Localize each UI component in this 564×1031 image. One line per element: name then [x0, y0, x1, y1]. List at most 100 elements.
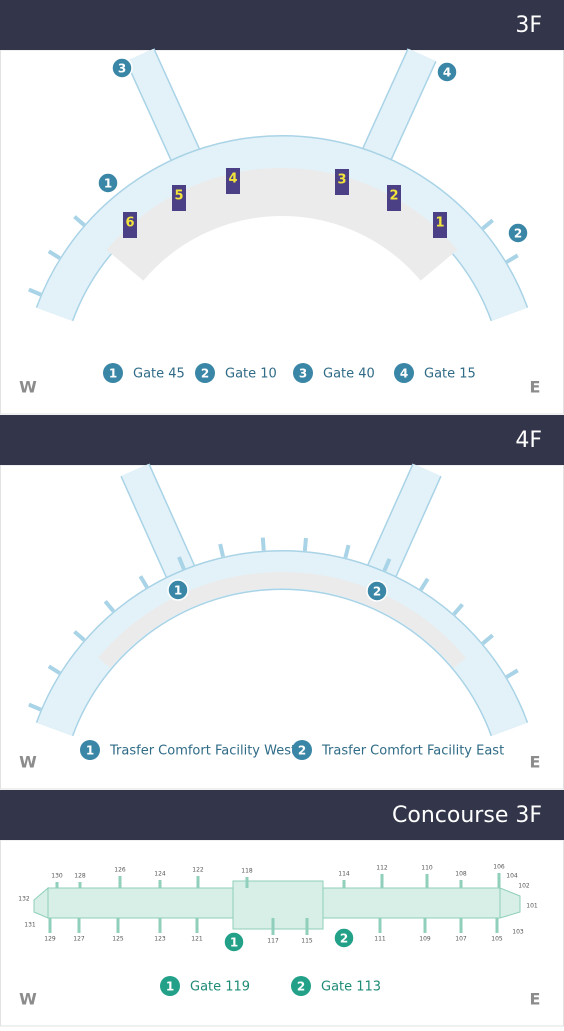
- pier: [126, 48, 204, 172]
- map-marker: [366, 580, 388, 602]
- legend-marker: [394, 363, 414, 383]
- legend-marker: [80, 740, 100, 760]
- gate-bridge: [505, 253, 519, 264]
- gate-number: 121: [191, 936, 203, 943]
- gate-sign: [433, 212, 447, 238]
- gate-number: 108: [455, 871, 467, 878]
- building-core: [98, 572, 466, 669]
- map-marker-number: 2: [340, 932, 348, 946]
- gate-number: 112: [376, 865, 388, 872]
- building-core: [232, 880, 324, 930]
- west-label: W: [19, 378, 37, 397]
- gate-bridge: [103, 600, 116, 613]
- floor-header: [0, 0, 564, 50]
- gate-number: 105: [491, 936, 503, 943]
- gate-sign: [226, 168, 240, 194]
- gate-number: 129: [44, 936, 56, 943]
- floor-title: 4F: [515, 428, 542, 453]
- gate-bridge: [28, 702, 42, 712]
- gate-sign-number: 1: [435, 216, 444, 231]
- east-label: E: [530, 753, 541, 772]
- map-marker: [333, 927, 355, 949]
- gate-bridge: [47, 249, 61, 260]
- gate-number: 110: [421, 865, 433, 872]
- gate-number: 102: [518, 883, 530, 890]
- gate-bridge: [73, 215, 86, 227]
- gate-number: 107: [455, 936, 467, 943]
- concourse: [37, 551, 527, 736]
- east-label: E: [530, 378, 541, 397]
- gate-sign-number: 2: [389, 189, 398, 204]
- legend-marker: [160, 976, 180, 996]
- gate-sign: [387, 185, 401, 211]
- gate-sign-number: 4: [228, 172, 237, 187]
- legend-number: 2: [201, 367, 209, 381]
- gate-sign: [123, 212, 137, 238]
- legend-marker: [292, 740, 312, 760]
- map-marker-number: 1: [174, 584, 182, 598]
- gate-number: 122: [192, 867, 204, 874]
- gate-bridge: [481, 633, 494, 646]
- west-label: W: [19, 990, 37, 1009]
- map-marker: [97, 172, 119, 194]
- map-marker-number: 4: [443, 66, 451, 80]
- map-marker-number: 1: [230, 936, 238, 950]
- building-core: [106, 168, 458, 281]
- map-marker: [507, 222, 529, 244]
- pier: [358, 48, 436, 172]
- gate-number: 101: [526, 903, 538, 910]
- map-marker: [223, 931, 245, 953]
- west-label: W: [19, 753, 37, 772]
- legend-label: Gate 40: [323, 367, 375, 382]
- gate-bridge: [419, 577, 430, 591]
- map-marker: [436, 61, 458, 83]
- gate-number: 118: [241, 868, 253, 875]
- gate-number: 106: [493, 864, 505, 871]
- gate-bridge: [260, 537, 266, 551]
- legend-label: Gate 10: [225, 367, 277, 382]
- gate-number: 130: [51, 873, 63, 880]
- gate-bridge: [481, 218, 494, 231]
- gate-number: 109: [419, 936, 431, 943]
- legend-marker: [293, 363, 313, 383]
- gate-sign-number: 3: [337, 173, 346, 188]
- pier: [121, 464, 196, 581]
- gate-number: 125: [112, 936, 124, 943]
- legend-label: Gate 15: [424, 367, 476, 382]
- gate-number: 131: [24, 922, 36, 929]
- legend-label: Gate 113: [321, 980, 381, 995]
- legend-number: 3: [299, 367, 307, 381]
- legend-number: 1: [166, 980, 174, 994]
- east-label: E: [530, 990, 541, 1009]
- legend-marker: [195, 363, 215, 383]
- gate-bridge: [73, 630, 86, 642]
- legend-number: 4: [400, 367, 408, 381]
- floor-header: [0, 415, 564, 465]
- gate-number: 114: [338, 871, 350, 878]
- legend-label: Gate 45: [133, 367, 185, 382]
- map-marker: [167, 579, 189, 601]
- gate-sign-number: 5: [174, 189, 183, 204]
- gate-number: 132: [18, 896, 30, 903]
- concourse: [37, 136, 527, 321]
- map-marker-number: 2: [373, 585, 381, 599]
- concourse-end: [33, 886, 521, 919]
- floor-title: Concourse 3F: [392, 803, 542, 828]
- gate-bridge: [452, 603, 464, 616]
- gate-bridge: [28, 287, 42, 297]
- gate-number: 104: [506, 873, 518, 880]
- map-marker-number: 2: [514, 227, 522, 241]
- gate-bridge: [47, 664, 61, 675]
- legend-marker: [103, 363, 123, 383]
- gate-number: 103: [512, 929, 524, 936]
- gate-bridge: [343, 544, 351, 559]
- gate-number: 128: [74, 873, 86, 880]
- legend-number: 2: [298, 744, 306, 758]
- gate-sign: [335, 169, 349, 195]
- legend-number: 1: [109, 367, 117, 381]
- pier: [366, 464, 441, 581]
- gate-bridge: [218, 543, 226, 558]
- legend-label: Gate 119: [190, 980, 250, 995]
- gate-number: 127: [73, 936, 85, 943]
